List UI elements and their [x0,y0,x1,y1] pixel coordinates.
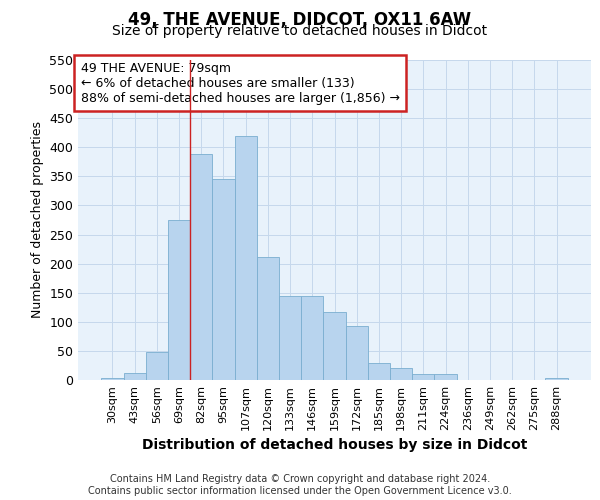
Bar [279,296,301,380]
Bar [368,362,390,380]
Bar [235,136,257,380]
Bar [168,220,190,380]
Text: Size of property relative to detached houses in Didcot: Size of property relative to detached ho… [112,24,488,38]
Bar [212,180,235,380]
Bar [301,296,323,380]
Bar [190,154,212,380]
Y-axis label: Number of detached properties: Number of detached properties [31,122,44,318]
Text: 49, THE AVENUE, DIDCOT, OX11 6AW: 49, THE AVENUE, DIDCOT, OX11 6AW [128,11,472,29]
Bar [323,312,346,380]
Bar [545,378,568,380]
Text: 49 THE AVENUE: 79sqm
← 6% of detached houses are smaller (133)
88% of semi-detac: 49 THE AVENUE: 79sqm ← 6% of detached ho… [80,62,400,104]
Bar [146,352,168,380]
Bar [412,374,434,380]
X-axis label: Distribution of detached houses by size in Didcot: Distribution of detached houses by size … [142,438,527,452]
Bar [346,326,368,380]
Bar [101,378,124,380]
Bar [390,368,412,380]
Bar [124,373,146,380]
Bar [434,374,457,380]
Bar [257,257,279,380]
Text: Contains HM Land Registry data © Crown copyright and database right 2024.
Contai: Contains HM Land Registry data © Crown c… [88,474,512,496]
